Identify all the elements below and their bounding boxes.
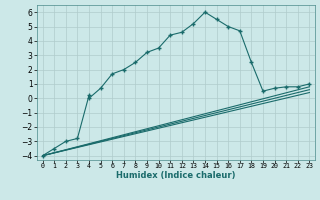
X-axis label: Humidex (Indice chaleur): Humidex (Indice chaleur) [116, 171, 236, 180]
